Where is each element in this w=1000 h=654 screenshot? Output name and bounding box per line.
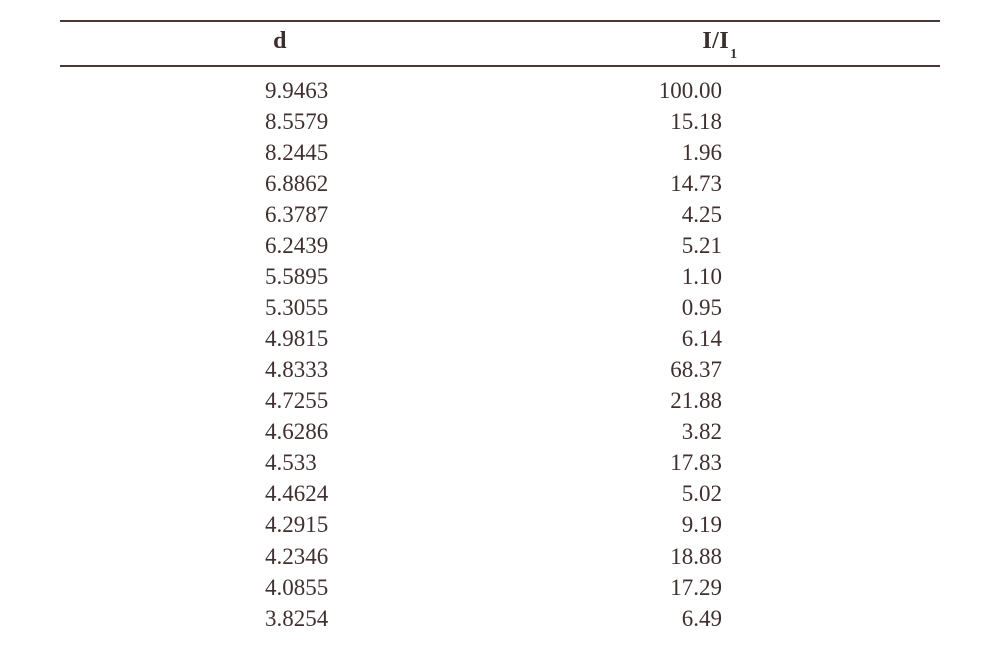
table-row: 6.37874.25 [60, 199, 940, 230]
column-header-d-label: d [273, 28, 287, 55]
table-row: 4.46245.02 [60, 478, 940, 509]
cell-d: 9.9463 [60, 75, 500, 106]
cell-ii1: 100.00 [500, 75, 940, 106]
table-row: 4.234618.88 [60, 541, 940, 572]
table-row: 4.833368.37 [60, 354, 940, 385]
cell-ii1: 15.18 [500, 106, 940, 137]
header-rule [60, 65, 940, 67]
cell-ii1: 5.21 [500, 230, 940, 261]
column-header-ii1: I/I1 [500, 28, 940, 59]
top-rule [60, 20, 940, 22]
cell-d: 8.2445 [60, 137, 500, 168]
table-row: 5.58951.10 [60, 261, 940, 292]
cell-d: 4.533 [60, 447, 500, 478]
cell-d: 6.2439 [60, 230, 500, 261]
cell-d: 4.9815 [60, 323, 500, 354]
cell-ii1: 6.49 [500, 603, 940, 634]
cell-d: 6.3787 [60, 199, 500, 230]
cell-d: 4.8333 [60, 354, 500, 385]
cell-d: 8.5579 [60, 106, 500, 137]
table-row: 8.557915.18 [60, 106, 940, 137]
table-row: 4.29159.19 [60, 509, 940, 540]
cell-ii1: 5.02 [500, 478, 940, 509]
data-table: d I/I1 9.9463100.008.557915.188.24451.96… [0, 0, 1000, 634]
cell-ii1: 14.73 [500, 168, 940, 199]
cell-ii1: 3.82 [500, 416, 940, 447]
cell-d: 4.4624 [60, 478, 500, 509]
table-row: 4.53317.83 [60, 447, 940, 478]
cell-d: 4.7255 [60, 385, 500, 416]
cell-ii1: 6.14 [500, 323, 940, 354]
cell-ii1: 21.88 [500, 385, 940, 416]
column-header-ii1-label: I/I1 [702, 28, 737, 59]
table-row: 6.886214.73 [60, 168, 940, 199]
column-header-d: d [60, 28, 500, 59]
cell-ii1: 1.10 [500, 261, 940, 292]
table-row: 5.30550.95 [60, 292, 940, 323]
cell-d: 4.2346 [60, 541, 500, 572]
table-row: 4.725521.88 [60, 385, 940, 416]
cell-ii1: 17.83 [500, 447, 940, 478]
cell-d: 4.0855 [60, 572, 500, 603]
table-body: 9.9463100.008.557915.188.24451.966.88621… [60, 75, 940, 634]
cell-ii1: 1.96 [500, 137, 940, 168]
table-row: 4.62863.82 [60, 416, 940, 447]
cell-d: 4.6286 [60, 416, 500, 447]
table-row: 8.24451.96 [60, 137, 940, 168]
table-row: 3.82546.49 [60, 603, 940, 634]
cell-d: 3.8254 [60, 603, 500, 634]
cell-ii1: 17.29 [500, 572, 940, 603]
cell-ii1: 9.19 [500, 509, 940, 540]
table-row: 4.085517.29 [60, 572, 940, 603]
cell-ii1: 4.25 [500, 199, 940, 230]
table-row: 6.24395.21 [60, 230, 940, 261]
table-row: 4.98156.14 [60, 323, 940, 354]
cell-ii1: 0.95 [500, 292, 940, 323]
cell-ii1: 18.88 [500, 541, 940, 572]
cell-d: 5.3055 [60, 292, 500, 323]
cell-d: 6.8862 [60, 168, 500, 199]
cell-ii1: 68.37 [500, 354, 940, 385]
table-header-row: d I/I1 [60, 26, 940, 65]
cell-d: 4.2915 [60, 509, 500, 540]
table-row: 9.9463100.00 [60, 75, 940, 106]
cell-d: 5.5895 [60, 261, 500, 292]
